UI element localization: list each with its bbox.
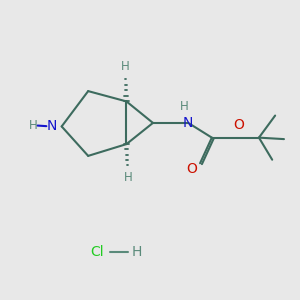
Text: H: H	[124, 171, 132, 184]
Text: O: O	[233, 118, 244, 132]
Text: N: N	[183, 116, 194, 130]
Text: N: N	[47, 119, 57, 134]
Text: H: H	[29, 119, 38, 132]
Text: O: O	[186, 161, 197, 176]
Text: H: H	[121, 61, 129, 74]
Text: H: H	[132, 244, 142, 259]
Text: Cl: Cl	[90, 244, 104, 259]
Text: H: H	[179, 100, 188, 113]
